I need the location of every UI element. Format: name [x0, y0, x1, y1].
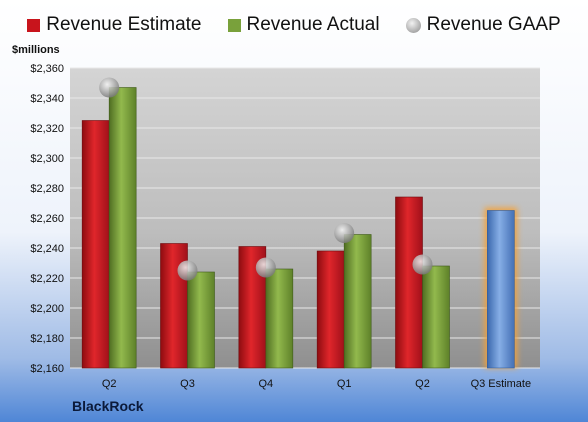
company-name: BlackRock	[72, 398, 144, 414]
bar-estimate	[316, 250, 345, 369]
marker-gaap	[334, 223, 355, 243]
x-tick-label: Q3 Estimate	[471, 378, 532, 390]
bars	[81, 87, 518, 369]
legend-swatch-gaap	[405, 17, 421, 33]
y-axis-units-label: $millions	[12, 44, 60, 56]
gaap-markers	[99, 77, 433, 281]
y-tick-label: $2,200	[30, 303, 64, 315]
marker-gaap	[177, 260, 198, 281]
y-tick-label: $2,220	[30, 273, 64, 285]
bar-estimate	[81, 120, 110, 369]
y-tick-label: $2,240	[30, 243, 64, 255]
gridlines	[70, 67, 540, 369]
bar-actual	[187, 271, 215, 369]
y-tick-label: $2,300	[30, 153, 64, 165]
y-tick-label: $2,160	[30, 363, 64, 375]
bar-actual	[422, 265, 450, 369]
legend-label-actual: Revenue Actual	[246, 14, 380, 35]
bar-actual	[108, 87, 137, 369]
x-tick-label: Q2	[415, 378, 430, 390]
y-tick-label: $2,360	[30, 63, 64, 75]
bar-actual	[265, 268, 294, 369]
x-axis-ticks: Q2 Q3 Q4 Q1 Q2 Q3 Estimate	[102, 378, 531, 390]
legend-item-gaap: Revenue GAAP	[405, 14, 561, 36]
x-tick-label: Q1	[337, 378, 352, 390]
y-axis-ticks: $2,160 $2,180 $2,200 $2,220 $2,240 $2,260 $2,2…	[30, 63, 64, 375]
y-tick-label: $2,280	[30, 183, 64, 195]
x-tick-label: Q3	[180, 378, 195, 390]
marker-gaap	[255, 257, 276, 278]
y-tick-label: $2,340	[30, 93, 64, 105]
legend-item-actual: Revenue Actual	[227, 14, 380, 36]
y-tick-label: $2,260	[30, 213, 64, 225]
bar-estimate-forecast	[487, 210, 515, 369]
y-tick-label: $2,180	[30, 333, 64, 345]
marker-gaap	[99, 77, 120, 98]
x-tick-label: Q4	[258, 378, 273, 390]
legend-swatch-actual	[227, 18, 241, 32]
legend-item-estimate: Revenue Estimate	[27, 14, 202, 36]
legend-label-estimate: Revenue Estimate	[46, 14, 202, 35]
marker-gaap	[412, 254, 433, 275]
bar-estimate	[395, 196, 423, 369]
y-tick-label: $2,320	[30, 123, 64, 135]
legend-label-gaap: Revenue GAAP	[426, 14, 561, 35]
bar-actual	[343, 234, 372, 369]
x-tick-label: Q2	[102, 378, 117, 390]
legend: Revenue Estimate Revenue Actual Revenue …	[0, 14, 588, 36]
legend-swatch-estimate	[27, 18, 41, 32]
